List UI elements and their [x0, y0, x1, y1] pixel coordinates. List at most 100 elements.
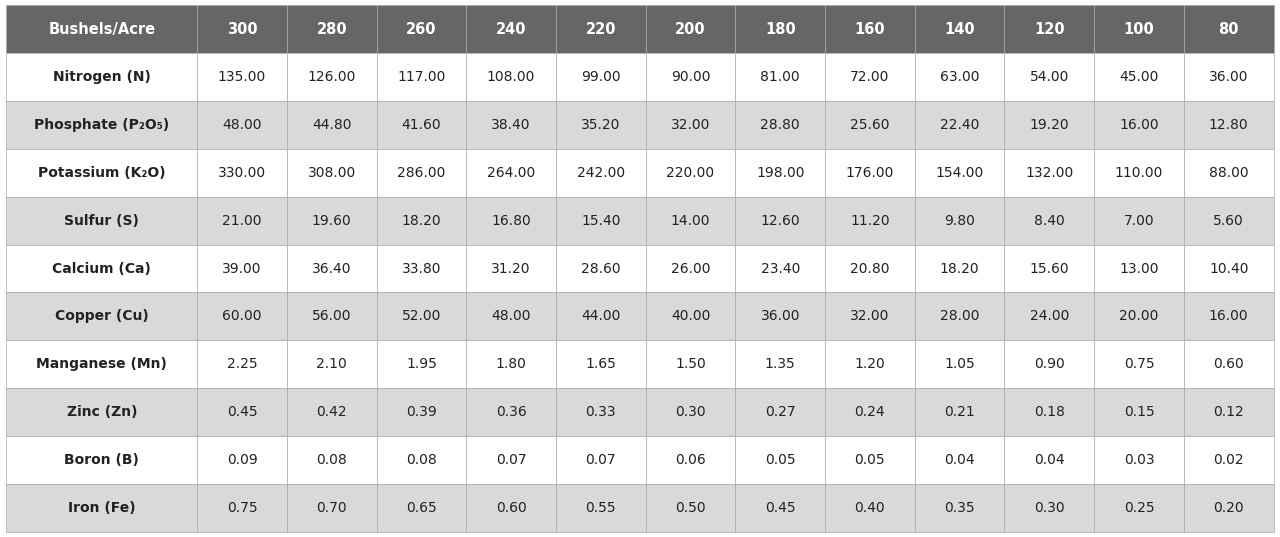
- Text: 330.00: 330.00: [218, 166, 266, 180]
- Bar: [1005, 293, 1094, 340]
- Text: 20.00: 20.00: [1119, 309, 1158, 323]
- Bar: [1094, 436, 1184, 484]
- Text: 117.00: 117.00: [397, 70, 445, 84]
- Bar: [556, 340, 645, 388]
- Text: 0.35: 0.35: [945, 500, 975, 514]
- Text: 8.40: 8.40: [1034, 214, 1065, 228]
- Bar: [1005, 149, 1094, 197]
- Bar: [645, 484, 736, 532]
- Bar: [466, 5, 556, 53]
- Text: 0.20: 0.20: [1213, 500, 1244, 514]
- Text: 0.06: 0.06: [675, 453, 705, 467]
- Text: 0.65: 0.65: [406, 500, 436, 514]
- Text: 0.09: 0.09: [227, 453, 257, 467]
- Bar: [915, 293, 1005, 340]
- Text: 0.04: 0.04: [945, 453, 975, 467]
- Bar: [645, 53, 736, 101]
- Bar: [736, 484, 826, 532]
- Text: 200: 200: [676, 22, 705, 37]
- Text: 40.00: 40.00: [671, 309, 710, 323]
- Bar: [645, 197, 736, 244]
- Text: 72.00: 72.00: [850, 70, 890, 84]
- Text: 28.80: 28.80: [760, 118, 800, 132]
- Bar: [376, 5, 466, 53]
- Text: 280: 280: [316, 22, 347, 37]
- Text: 0.12: 0.12: [1213, 405, 1244, 419]
- Bar: [466, 484, 556, 532]
- Text: 2.10: 2.10: [316, 357, 347, 371]
- Bar: [1184, 436, 1274, 484]
- Text: 260: 260: [406, 22, 436, 37]
- Bar: [826, 436, 915, 484]
- Bar: [197, 388, 287, 436]
- Bar: [826, 340, 915, 388]
- Text: 16.00: 16.00: [1119, 118, 1158, 132]
- Bar: [6, 436, 197, 484]
- Text: 12.60: 12.60: [760, 214, 800, 228]
- Text: Boron (B): Boron (B): [64, 453, 140, 467]
- Text: 18.20: 18.20: [940, 262, 979, 275]
- Bar: [645, 388, 736, 436]
- Text: 31.20: 31.20: [492, 262, 531, 275]
- Text: 180: 180: [765, 22, 796, 37]
- Text: 45.00: 45.00: [1119, 70, 1158, 84]
- Bar: [1094, 244, 1184, 293]
- Bar: [197, 197, 287, 244]
- Bar: [287, 484, 376, 532]
- Text: 20.80: 20.80: [850, 262, 890, 275]
- Text: 0.33: 0.33: [585, 405, 616, 419]
- Text: 0.07: 0.07: [495, 453, 526, 467]
- Bar: [826, 5, 915, 53]
- Bar: [197, 53, 287, 101]
- Text: 0.30: 0.30: [1034, 500, 1065, 514]
- Text: 0.40: 0.40: [855, 500, 886, 514]
- Bar: [1094, 484, 1184, 532]
- Text: Iron (Fe): Iron (Fe): [68, 500, 136, 514]
- Bar: [376, 484, 466, 532]
- Bar: [6, 197, 197, 244]
- Text: 41.60: 41.60: [402, 118, 442, 132]
- Text: 220.00: 220.00: [667, 166, 714, 180]
- Text: 0.05: 0.05: [765, 453, 796, 467]
- Text: 0.08: 0.08: [406, 453, 436, 467]
- Text: 0.70: 0.70: [316, 500, 347, 514]
- Text: 300: 300: [227, 22, 257, 37]
- Text: 18.20: 18.20: [402, 214, 442, 228]
- Bar: [197, 244, 287, 293]
- Text: 135.00: 135.00: [218, 70, 266, 84]
- Text: 5.60: 5.60: [1213, 214, 1244, 228]
- Text: 0.45: 0.45: [765, 500, 796, 514]
- Text: 0.60: 0.60: [495, 500, 526, 514]
- Text: 24.00: 24.00: [1029, 309, 1069, 323]
- Bar: [6, 484, 197, 532]
- Text: 60.00: 60.00: [223, 309, 261, 323]
- Text: 0.25: 0.25: [1124, 500, 1155, 514]
- Text: 10.40: 10.40: [1210, 262, 1248, 275]
- Bar: [1094, 53, 1184, 101]
- Text: 264.00: 264.00: [486, 166, 535, 180]
- Bar: [197, 484, 287, 532]
- Bar: [197, 436, 287, 484]
- Text: 132.00: 132.00: [1025, 166, 1074, 180]
- Bar: [376, 388, 466, 436]
- Text: 52.00: 52.00: [402, 309, 442, 323]
- Text: Phosphate (P₂O₅): Phosphate (P₂O₅): [35, 118, 169, 132]
- Bar: [915, 388, 1005, 436]
- Bar: [287, 340, 376, 388]
- Bar: [1005, 5, 1094, 53]
- Text: 54.00: 54.00: [1029, 70, 1069, 84]
- Text: 0.36: 0.36: [495, 405, 526, 419]
- Text: 0.04: 0.04: [1034, 453, 1065, 467]
- Bar: [556, 149, 645, 197]
- Bar: [287, 436, 376, 484]
- Bar: [287, 101, 376, 149]
- Bar: [556, 53, 645, 101]
- Bar: [466, 388, 556, 436]
- Bar: [1094, 149, 1184, 197]
- Text: 0.45: 0.45: [227, 405, 257, 419]
- Text: 240: 240: [495, 22, 526, 37]
- Bar: [1094, 293, 1184, 340]
- Text: 110.00: 110.00: [1115, 166, 1164, 180]
- Bar: [466, 101, 556, 149]
- Bar: [826, 244, 915, 293]
